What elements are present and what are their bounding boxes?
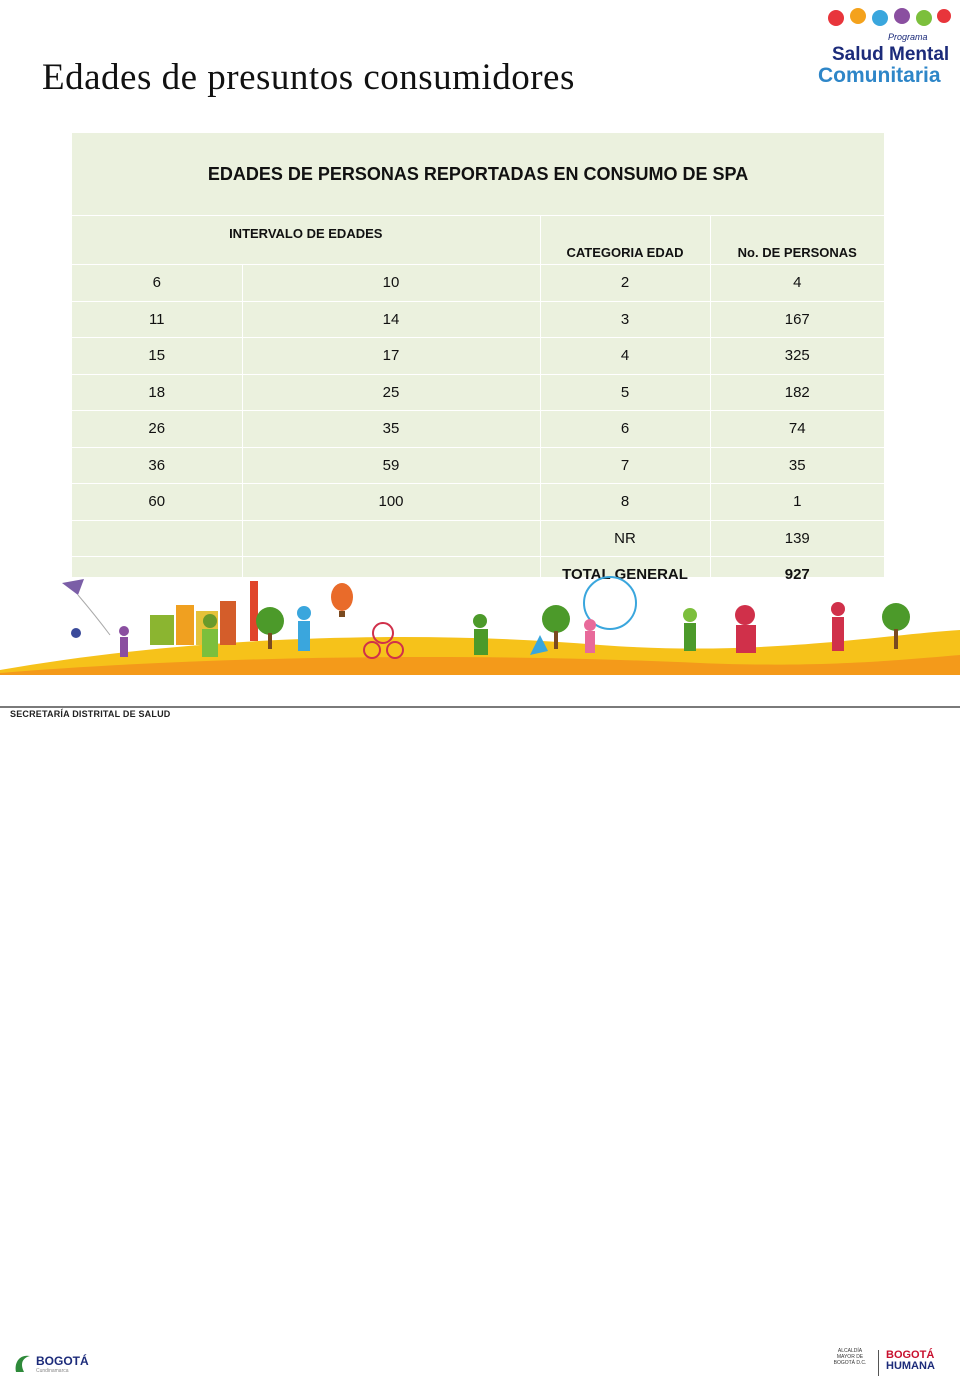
cell-from: 15 bbox=[72, 337, 242, 375]
butterfly-icon bbox=[71, 628, 81, 638]
header-category: CATEGORIA EDAD bbox=[539, 215, 710, 265]
cell-to: 10 bbox=[241, 264, 540, 302]
cat-icon bbox=[530, 635, 548, 655]
cell-persons: 325 bbox=[709, 337, 885, 375]
bogota-left-sub: Cundinamarca bbox=[36, 1368, 69, 1374]
people-figures-icon bbox=[828, 8, 951, 26]
total-label: TOTAL GENERAL bbox=[539, 556, 710, 594]
cell-to: 100 bbox=[241, 483, 540, 521]
cell-category: 7 bbox=[539, 447, 710, 484]
cell-category: 5 bbox=[539, 374, 710, 411]
logo-program-label: Programa bbox=[888, 32, 928, 42]
cell-from: 18 bbox=[72, 374, 242, 411]
table-row: 18 25 5 182 bbox=[72, 374, 885, 411]
cell-to: 25 bbox=[241, 374, 540, 411]
logo-separator bbox=[878, 1350, 879, 1376]
salud-mental-logo: Programa Salud Mental Comunitaria bbox=[818, 8, 951, 87]
header-interval: INTERVALO DE EDADES bbox=[72, 215, 540, 265]
cell-persons: 139 bbox=[709, 520, 885, 557]
total-value: 927 bbox=[709, 556, 885, 594]
trees-icon bbox=[256, 603, 910, 649]
table-row: 6 10 2 4 bbox=[72, 264, 885, 302]
cell-persons: 167 bbox=[709, 301, 885, 338]
logo-line2: Comunitaria bbox=[818, 64, 941, 87]
slide-title: Edades de presuntos consumidores bbox=[42, 57, 575, 98]
cell-persons: 1 bbox=[709, 483, 885, 521]
cell-from: 6 bbox=[72, 264, 242, 302]
footer-divider bbox=[0, 706, 960, 708]
people-icon bbox=[119, 576, 845, 659]
cell-to: 14 bbox=[241, 301, 540, 338]
cell-from: 26 bbox=[72, 410, 242, 448]
city-landscape-illustration bbox=[0, 576, 960, 675]
bogota-emblem-icon bbox=[15, 1355, 30, 1372]
alcaldia-logos: ALCALDÍA MAYOR DE BOGOTÁ D.C. BOGOTÁ HUM… bbox=[830, 1348, 960, 1378]
cell-persons: 182 bbox=[709, 374, 885, 411]
ages-table-container: EDADES DE PERSONAS REPORTADAS EN CONSUMO… bbox=[72, 133, 885, 594]
cell-category: 6 bbox=[539, 410, 710, 448]
table-row: 26 35 6 74 bbox=[72, 410, 885, 448]
kite-icon bbox=[62, 579, 111, 636]
cell-persons: 74 bbox=[709, 410, 885, 448]
bogota-humana-line2: HUMANA bbox=[886, 1360, 935, 1372]
cell-category: 2 bbox=[539, 264, 710, 302]
table-row: 36 59 7 35 bbox=[72, 447, 885, 484]
cell-category: 8 bbox=[539, 483, 710, 521]
cell-from: 60 bbox=[72, 483, 242, 521]
total-row: TOTAL GENERAL 927 bbox=[72, 556, 885, 594]
alcaldia-label: ALCALDÍA MAYOR DE BOGOTÁ D.C. bbox=[833, 1348, 867, 1366]
cell-to bbox=[241, 520, 540, 557]
cell-to: 17 bbox=[241, 337, 540, 375]
cell-category: 3 bbox=[539, 301, 710, 338]
cell-category: 4 bbox=[539, 337, 710, 375]
cell-to: 35 bbox=[241, 410, 540, 448]
logo-line1: Salud Mental bbox=[832, 44, 949, 65]
cell-persons: 4 bbox=[709, 264, 885, 302]
cell-category: NR bbox=[539, 520, 710, 557]
cell-persons: 35 bbox=[709, 447, 885, 484]
table-row: 11 14 3 167 bbox=[72, 301, 885, 338]
secretaria-label: SECRETARÍA DISTRITAL DE SALUD bbox=[10, 709, 171, 719]
ferris-wheel-icon bbox=[583, 576, 637, 630]
bogota-humana-line1: BOGOTÁ bbox=[886, 1349, 935, 1361]
cell-from bbox=[72, 520, 242, 557]
cell-to: 59 bbox=[241, 447, 540, 484]
cell-from: 36 bbox=[72, 447, 242, 484]
bogota-humana-logo: BOGOTÁ HUMANA bbox=[886, 1350, 935, 1372]
bogota-left-word: BOGOTÁ bbox=[36, 1354, 89, 1368]
table-caption: EDADES DE PERSONAS REPORTADAS EN CONSUMO… bbox=[72, 133, 885, 216]
header-persons: No. DE PERSONAS bbox=[709, 215, 885, 265]
balloon-icon bbox=[331, 583, 353, 617]
table-row: NR 139 bbox=[72, 520, 885, 557]
ages-table: EDADES DE PERSONAS REPORTADAS EN CONSUMO… bbox=[72, 133, 885, 594]
bogota-left-logo: BOGOTÁ Cundinamarca bbox=[12, 1352, 102, 1378]
table-row: 60 100 8 1 bbox=[72, 483, 885, 521]
cell-from: 11 bbox=[72, 301, 242, 338]
table-row: 15 17 4 325 bbox=[72, 337, 885, 375]
